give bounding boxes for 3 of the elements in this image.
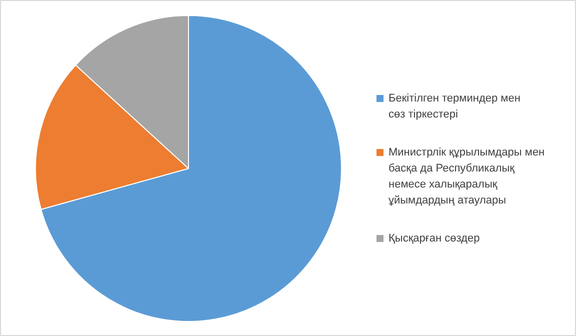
legend-label: Министрлік құрылымдары мен басқа да Республикалық немесе халықаралық ұйымдардың атаулары — [388, 146, 545, 206]
legend-label: Бекітілген терминдер мен сөз тіркестері — [388, 92, 520, 120]
legend-label: Қысқарған сөздер — [388, 232, 480, 244]
